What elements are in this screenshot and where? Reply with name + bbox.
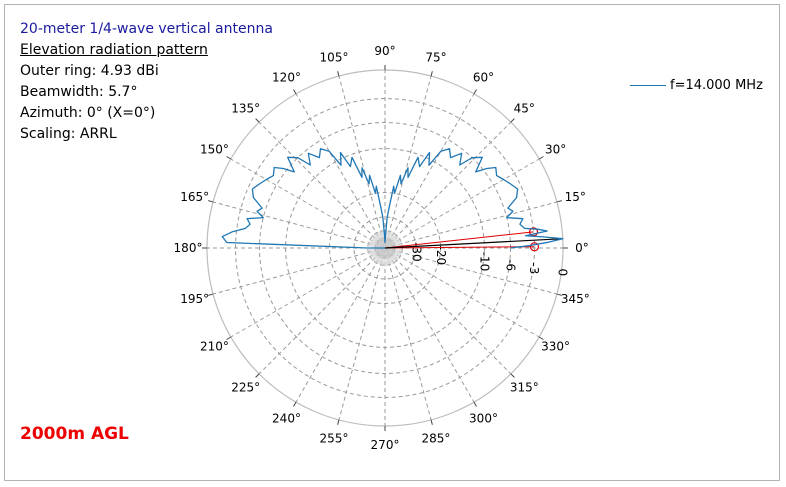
grid-spoke bbox=[338, 247, 386, 421]
grid-spoke bbox=[295, 247, 386, 403]
grid-spoke bbox=[384, 201, 558, 249]
pattern-series bbox=[221, 148, 564, 249]
grid-spoke bbox=[258, 247, 386, 375]
angle-tick-label: 180° bbox=[174, 241, 203, 255]
legend: f=14.000 MHz bbox=[630, 78, 763, 93]
angle-tick-mark bbox=[510, 118, 515, 123]
angle-tick-mark bbox=[208, 293, 214, 296]
angle-tick-mark bbox=[255, 118, 260, 123]
angle-tick-mark bbox=[293, 89, 297, 95]
angle-tick-mark bbox=[226, 156, 232, 160]
angle-tick-label: 300° bbox=[469, 412, 498, 426]
title-block: 20-meter 1/4-wave vertical antenna Eleva… bbox=[20, 19, 273, 145]
beamwidth-markers bbox=[384, 227, 563, 252]
angle-tick-mark bbox=[430, 419, 433, 425]
angle-tick-label: 225° bbox=[231, 380, 260, 394]
grid-spoke bbox=[212, 201, 386, 249]
radial-tick-label: -20 bbox=[434, 246, 448, 266]
grid-spoke bbox=[384, 93, 475, 249]
angle-tick-label: 105° bbox=[320, 51, 349, 65]
chart-title: 20-meter 1/4-wave vertical antenna bbox=[20, 21, 273, 37]
angle-tick-mark bbox=[538, 156, 544, 160]
altitude-label: 2000m AGL bbox=[20, 424, 129, 444]
outer-ring-info: Outer ring: 4.93 dBi bbox=[20, 63, 159, 79]
angle-tick-label: 195° bbox=[180, 292, 209, 306]
angle-tick-label: 120° bbox=[272, 70, 301, 84]
angle-tick-label: 60° bbox=[473, 70, 494, 84]
radial-tick-label: -3 bbox=[527, 262, 541, 274]
azimuth-info: Azimuth: 0° (X=0°) bbox=[20, 105, 156, 121]
radial-tick-label: -10 bbox=[477, 252, 491, 272]
grid-spoke bbox=[338, 75, 386, 249]
angle-tick-label: 150° bbox=[200, 143, 229, 157]
angle-tick-mark bbox=[473, 89, 477, 95]
angle-tick-label: 345° bbox=[561, 292, 590, 306]
beam-edge-line bbox=[384, 246, 535, 249]
grid-spoke bbox=[384, 75, 432, 249]
angle-tick-mark bbox=[510, 373, 515, 378]
beam-edge-marker bbox=[529, 242, 540, 252]
angle-tick-label: 255° bbox=[320, 431, 349, 445]
angle-tick-mark bbox=[473, 401, 477, 407]
grid-spoke bbox=[384, 247, 540, 338]
angular-tick-labels: 0° 15° 30° 45° 60° 75° 90° 105° 120° 135° 150° 165°… bbox=[174, 44, 590, 452]
angle-tick-label: 285° bbox=[422, 431, 451, 445]
angle-tick-label: 0° bbox=[575, 241, 589, 255]
angle-tick-label: 90° bbox=[374, 44, 395, 58]
angle-tick-mark bbox=[556, 200, 562, 203]
beamwidth-info: Beamwidth: 5.7° bbox=[20, 84, 138, 100]
grid-spoke bbox=[384, 121, 512, 249]
grid-spoke bbox=[258, 121, 386, 249]
angle-tick-mark bbox=[337, 419, 340, 425]
grid-spoke bbox=[230, 247, 386, 338]
scaling-info: Scaling: ARRL bbox=[20, 126, 117, 142]
series-line bbox=[221, 148, 564, 249]
angle-tick-label: 30° bbox=[545, 143, 566, 157]
legend-swatch bbox=[630, 85, 666, 86]
angle-tick-label: 210° bbox=[200, 340, 229, 354]
angle-tick-label: 165° bbox=[180, 190, 209, 204]
angle-tick-mark bbox=[538, 336, 544, 340]
grid-spoke bbox=[230, 158, 386, 249]
grid-spoke bbox=[384, 247, 512, 375]
angle-tick-label: 75° bbox=[425, 51, 446, 65]
angle-tick-mark bbox=[337, 71, 340, 77]
main-lobe-line bbox=[384, 238, 563, 249]
angle-tick-label: 135° bbox=[231, 102, 260, 116]
angle-tick-mark bbox=[208, 200, 214, 203]
grid-spoke bbox=[295, 93, 386, 249]
angle-tick-label: 315° bbox=[510, 380, 539, 394]
angle-tick-mark bbox=[430, 71, 433, 77]
grid-spoke bbox=[384, 247, 475, 403]
grid-ring bbox=[259, 122, 511, 374]
grid-spoke bbox=[384, 247, 432, 421]
chart-subtitle: Elevation radiation pattern bbox=[20, 42, 208, 58]
angle-tick-label: 15° bbox=[565, 190, 586, 204]
legend-entry: f=14.000 MHz bbox=[670, 78, 763, 93]
beam-edge-line bbox=[384, 231, 534, 249]
radial-tick-label: 0 bbox=[555, 269, 569, 277]
angle-tick-mark bbox=[226, 336, 232, 340]
radial-tick-label: -6 bbox=[503, 259, 517, 271]
angle-tick-mark bbox=[293, 401, 297, 407]
grid-spoke bbox=[384, 158, 540, 249]
angle-tick-label: 45° bbox=[514, 102, 535, 116]
grid-spoke bbox=[212, 247, 386, 295]
angle-tick-mark bbox=[255, 373, 260, 378]
angle-tick-mark bbox=[556, 293, 562, 296]
angle-tick-label: 240° bbox=[272, 412, 301, 426]
angle-tick-label: 330° bbox=[541, 340, 570, 354]
angle-tick-label: 270° bbox=[371, 438, 400, 452]
grid-spoke bbox=[384, 247, 558, 295]
